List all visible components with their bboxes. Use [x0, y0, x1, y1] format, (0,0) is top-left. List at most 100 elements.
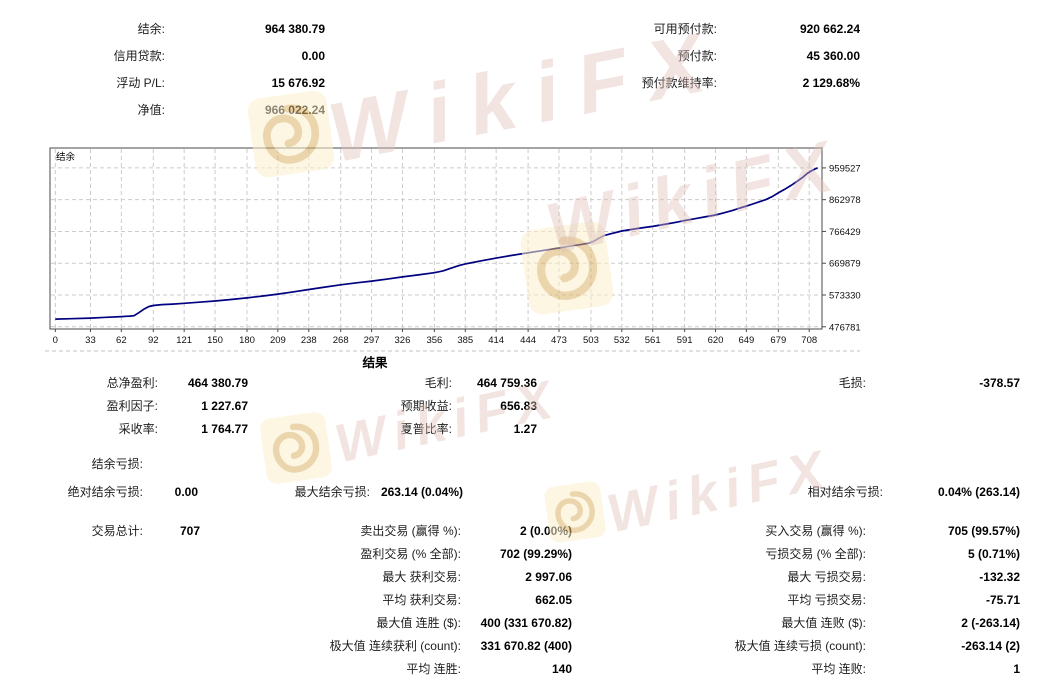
x-tick-label: 444: [520, 335, 536, 346]
x-tick-label: 0: [53, 335, 58, 346]
stat-label: 最大值 连败 ($):: [781, 616, 866, 630]
stat-value: 263.14 (0.04%): [380, 485, 463, 499]
x-tick-label: 121: [176, 335, 192, 346]
stat-label: 最大值 连胜 ($):: [376, 616, 461, 630]
x-tick-label: 268: [333, 335, 349, 346]
y-tick-label: 669879: [829, 259, 861, 270]
chart-plot-area[interactable]: [49, 147, 823, 330]
stat-label: 盈利因子:: [106, 399, 158, 413]
stat-value: 2 129.68%: [802, 76, 860, 90]
stat-label: 结余亏损:: [91, 457, 143, 471]
stat-label: 平均 连胜:: [406, 662, 461, 676]
stat-value: 15 676.92: [271, 76, 325, 90]
stat-label: 亏损交易 (% 全部):: [765, 547, 866, 561]
stat-label: 平均 亏损交易:: [787, 593, 866, 607]
stat-label: 可用预付款:: [653, 22, 717, 36]
stat-value: 2 (-263.14): [961, 616, 1020, 630]
stat-value: 964 380.79: [264, 22, 325, 36]
stat-label: 毛利:: [424, 376, 452, 390]
x-tick-label: 414: [488, 335, 504, 346]
stat-value: 2 (0.00%): [519, 524, 572, 538]
stat-value: 966 022.24: [264, 103, 325, 117]
stat-label: 最大 亏损交易:: [787, 570, 866, 584]
x-tick-label: 532: [614, 335, 630, 346]
stat-label: 采收率:: [118, 422, 158, 436]
stat-label: 相对结余亏损:: [807, 485, 883, 499]
stat-value: 1: [1013, 662, 1020, 676]
stat-value: 0.00: [174, 485, 198, 499]
x-tick-label: 649: [738, 335, 754, 346]
stat-value: 702 (99.29%): [499, 547, 572, 561]
stat-value: -75.71: [985, 593, 1020, 607]
y-tick-label: 766429: [829, 227, 861, 238]
stat-value: 464 380.79: [187, 376, 248, 390]
stat-label: 极大值 连续获利 (count):: [329, 639, 461, 653]
stat-value: 1.27: [513, 422, 537, 436]
stat-label: 平均 获利交易:: [382, 593, 461, 607]
stat-value: 140: [551, 662, 572, 676]
x-tick-label: 62: [116, 335, 127, 346]
stat-value: 0.00: [301, 49, 325, 63]
x-tick-label: 385: [457, 335, 473, 346]
stat-value: 0.04% (263.14): [937, 485, 1020, 499]
stat-value: 464 759.36: [476, 376, 537, 390]
x-tick-label: 473: [551, 335, 567, 346]
y-tick-label: 476781: [829, 322, 861, 333]
stat-label: 卖出交易 (赢得 %):: [360, 524, 461, 538]
y-tick-label: 862978: [829, 195, 861, 206]
stat-value: -263.14 (2): [961, 639, 1020, 653]
x-tick-label: 620: [708, 335, 724, 346]
y-tick-label: 573330: [829, 290, 861, 301]
y-tick-label: 959527: [829, 163, 861, 174]
x-tick-label: 238: [301, 335, 317, 346]
stat-value: -378.57: [979, 376, 1020, 390]
x-tick-label: 180: [239, 335, 255, 346]
results-title: 结果: [362, 356, 388, 370]
stat-label: 预付款:: [677, 49, 717, 63]
stat-label: 总净盈利:: [106, 376, 158, 390]
stat-label: 平均 连败:: [811, 662, 866, 676]
x-tick-label: 150: [207, 335, 223, 346]
stat-value: 656.83: [500, 399, 537, 413]
x-tick-label: 297: [364, 335, 380, 346]
stat-label: 极大值 连续亏损 (count):: [734, 639, 866, 653]
stat-value: 400 (331 670.82): [480, 616, 572, 630]
x-tick-label: 708: [801, 335, 817, 346]
stat-label: 信用贷款:: [113, 49, 165, 63]
x-tick-label: 356: [426, 335, 442, 346]
x-tick-label: 561: [645, 335, 661, 346]
chart-legend-label: 结余: [56, 151, 76, 163]
x-tick-label: 209: [270, 335, 286, 346]
stat-value: 705 (99.57%): [947, 524, 1020, 538]
stat-value: 45 360.00: [806, 49, 860, 63]
x-tick-label: 33: [85, 335, 96, 346]
stat-label: 交易总计:: [91, 524, 143, 538]
stat-label: 浮动 P/L:: [116, 76, 165, 90]
stat-value: 2 997.06: [525, 570, 572, 584]
stat-label: 结余:: [137, 22, 165, 36]
equity-line: [55, 167, 819, 320]
stat-value: 920 662.24: [799, 22, 860, 36]
stat-label: 净值:: [137, 103, 165, 117]
stat-label: 预期收益:: [400, 399, 452, 413]
stat-value: -132.32: [979, 570, 1020, 584]
stat-label: 最大结余亏损:: [294, 485, 370, 499]
stat-value: 662.05: [535, 593, 572, 607]
stat-value: 5 (0.71%): [967, 547, 1020, 561]
stat-label: 盈利交易 (% 全部):: [360, 547, 461, 561]
x-tick-label: 92: [148, 335, 159, 346]
x-tick-label: 326: [395, 335, 411, 346]
x-tick-label: 679: [770, 335, 786, 346]
stat-label: 毛损:: [838, 376, 866, 390]
stat-value: 1 764.77: [201, 422, 248, 436]
stat-value: 331 670.82 (400): [480, 639, 572, 653]
stat-value: 707: [179, 524, 200, 538]
stat-label: 买入交易 (赢得 %):: [765, 524, 866, 538]
stat-value: 1 227.67: [201, 399, 248, 413]
x-tick-label: 591: [677, 335, 693, 346]
stat-label: 最大 获利交易:: [382, 570, 461, 584]
stat-label: 夏普比率:: [400, 422, 452, 436]
stat-label: 绝对结余亏损:: [67, 485, 143, 499]
